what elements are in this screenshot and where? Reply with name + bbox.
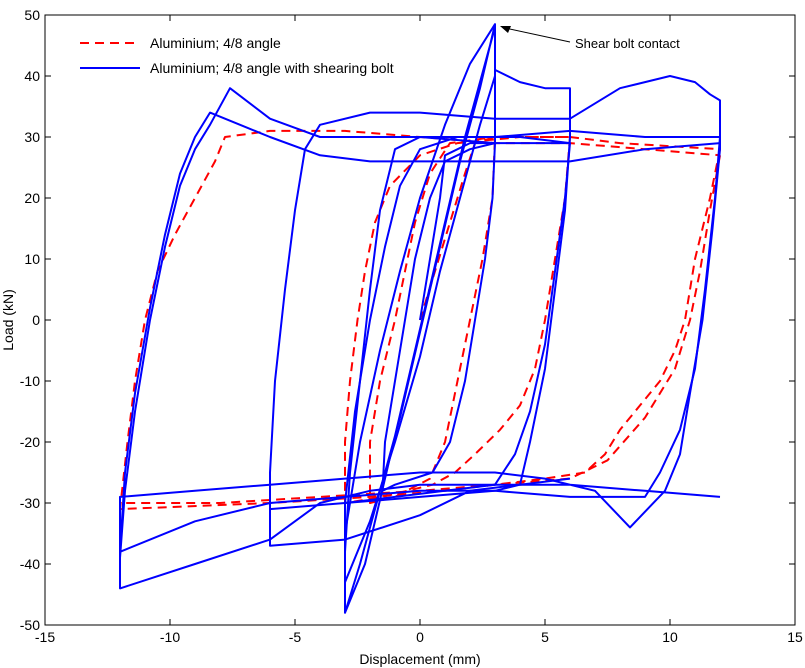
series-line bbox=[381, 142, 496, 492]
series-line bbox=[119, 87, 721, 558]
y-tick-label: 50 bbox=[24, 7, 40, 23]
plot-area bbox=[44, 14, 796, 626]
x-tick-label: 5 bbox=[541, 629, 549, 645]
series-line bbox=[344, 136, 570, 613]
y-tick-label: -30 bbox=[20, 495, 40, 511]
y-tick-label: 20 bbox=[24, 190, 40, 206]
annotation-arrow-head bbox=[500, 26, 511, 33]
x-axis: -15 -10 -5 0 5 10 15 bbox=[35, 15, 803, 645]
series-line bbox=[269, 69, 571, 547]
y-tick-label: -20 bbox=[20, 434, 40, 450]
legend-label-aluminium: Aluminium; 4/8 angle bbox=[150, 35, 281, 51]
x-axis-label: Displacement (mm) bbox=[359, 651, 480, 667]
y-tick-label: -40 bbox=[20, 556, 40, 572]
y-tick-label: -50 bbox=[20, 617, 40, 633]
series-line bbox=[119, 75, 721, 590]
series-line bbox=[344, 136, 571, 504]
y-tick-label: 40 bbox=[24, 68, 40, 84]
series-shearing-bolt bbox=[119, 23, 721, 614]
annotation-arrow-line bbox=[504, 27, 571, 43]
y-tick-label: 0 bbox=[32, 312, 40, 328]
annotation-text: Shear bolt contact bbox=[575, 36, 680, 51]
x-tick-label: -5 bbox=[289, 629, 302, 645]
annotation: Shear bolt contact bbox=[500, 26, 680, 51]
y-tick-label: -10 bbox=[20, 373, 40, 389]
series-layer bbox=[119, 23, 721, 614]
x-tick-label: -15 bbox=[35, 629, 55, 645]
x-tick-label: 10 bbox=[662, 629, 678, 645]
legend-label-shearing-bolt: Aluminium; 4/8 angle with shearing bolt bbox=[150, 60, 394, 76]
y-axis-label: Load (kN) bbox=[0, 289, 16, 350]
x-tick-label: 15 bbox=[787, 629, 803, 645]
legend: Aluminium; 4/8 angle Aluminium; 4/8 angl… bbox=[80, 35, 394, 76]
series-line bbox=[120, 155, 721, 504]
series-line bbox=[344, 136, 571, 583]
series-line bbox=[344, 23, 496, 584]
x-tick-label: -10 bbox=[160, 629, 180, 645]
x-tick-label: 0 bbox=[416, 629, 424, 645]
y-tick-label: 30 bbox=[24, 129, 40, 145]
series-line bbox=[119, 111, 721, 552]
y-axis: -50 -40 -30 -20 -10 0 10 20 30 40 50 bbox=[20, 7, 795, 633]
y-tick-label: 10 bbox=[24, 251, 40, 267]
